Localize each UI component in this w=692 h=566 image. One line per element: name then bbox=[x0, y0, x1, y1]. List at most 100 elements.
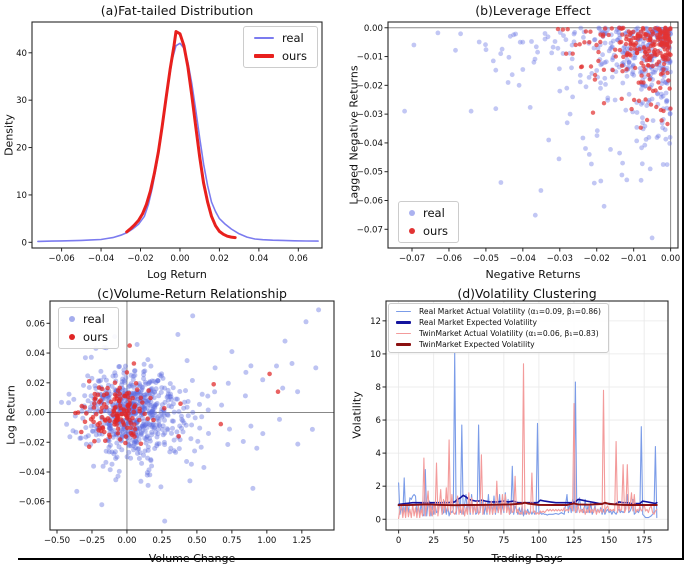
svg-text:−0.02: −0.02 bbox=[357, 81, 383, 91]
legend-label-ours: ours bbox=[83, 330, 109, 344]
svg-text:−0.03: −0.03 bbox=[547, 254, 573, 264]
svg-text:−0.01: −0.01 bbox=[620, 254, 646, 264]
svg-text:−0.05: −0.05 bbox=[357, 168, 383, 178]
svg-text:0.00: 0.00 bbox=[364, 24, 383, 34]
legend-entry-twin-actual: TwinMarket Actual Volatility (α₁=0.06, β… bbox=[396, 329, 601, 338]
legend-entry-ours: ours bbox=[409, 224, 448, 238]
legend-entry-real-expected: Real Market Expected Volatility bbox=[396, 318, 601, 327]
panel-c-ylabel: Log Return bbox=[4, 385, 18, 445]
ours-dot-swatch bbox=[69, 334, 75, 340]
svg-text:−0.05: −0.05 bbox=[473, 254, 499, 264]
svg-text:175: 175 bbox=[636, 536, 652, 546]
svg-text:0: 0 bbox=[22, 238, 27, 248]
panel-b-ylabel: Lagged Negative Returns bbox=[347, 65, 361, 205]
svg-text:0.00: 0.00 bbox=[26, 409, 45, 419]
panel-a-legend: real ours bbox=[242, 26, 318, 68]
real-actual-line-swatch bbox=[396, 310, 411, 313]
panel-b-title: (b)Leverage Effect bbox=[475, 3, 591, 18]
svg-text:8: 8 bbox=[376, 383, 381, 393]
panel-b-leverage-effect: −0.07 −0.06 −0.05 −0.04 −0.03 −0.02 −0.01 0.00 0… bbox=[346, 0, 692, 283]
real-dot-swatch bbox=[69, 316, 75, 322]
legend-label-real: real bbox=[281, 31, 304, 45]
panel-c-plot: −0.50 −0.25 0.00 0.25 0.50 0.75 1.00 1.25 −0.06 −… bbox=[19, 300, 335, 546]
svg-text:−0.04: −0.04 bbox=[88, 254, 114, 264]
panel-a-ylabel: Density bbox=[2, 114, 16, 156]
svg-text:0.25: 0.25 bbox=[152, 536, 171, 546]
real-line-swatch bbox=[253, 37, 274, 39]
real-dot-swatch bbox=[409, 210, 415, 216]
svg-text:−0.01: −0.01 bbox=[357, 53, 383, 63]
panel-b-xlabel: Negative Returns bbox=[485, 268, 581, 281]
svg-text:−0.02: −0.02 bbox=[584, 254, 610, 264]
svg-text:1.25: 1.25 bbox=[292, 536, 311, 546]
svg-text:−0.06: −0.06 bbox=[436, 254, 462, 264]
panel-b-plot: −0.07 −0.06 −0.05 −0.04 −0.03 −0.02 −0.01 0.00 0… bbox=[357, 21, 680, 264]
legend-label-real: real bbox=[83, 312, 105, 326]
legend-label-ours: ours bbox=[423, 224, 449, 238]
panel-d-plot: 0 25 50 75 100 125 150 175 0 2 4 6 8 10 12 bbox=[370, 300, 669, 546]
ours-line-swatch bbox=[253, 54, 274, 58]
legend-entry-real: real bbox=[409, 206, 448, 220]
legend-label-real: real bbox=[423, 206, 445, 220]
legend-label-twin-actual: TwinMarket Actual Volatility (α₁=0.06, β… bbox=[419, 329, 599, 338]
svg-text:25: 25 bbox=[428, 536, 439, 546]
svg-text:125: 125 bbox=[566, 536, 582, 546]
legend-label-real-actual: Real Market Actual Volatility (α₁=0.09, … bbox=[419, 307, 601, 316]
panel-b-legend: real ours bbox=[398, 201, 460, 243]
svg-text:30: 30 bbox=[16, 96, 27, 106]
panel-a-xlabel: Log Return bbox=[147, 268, 207, 281]
svg-text:0.75: 0.75 bbox=[222, 536, 241, 546]
svg-text:0.02: 0.02 bbox=[210, 254, 229, 264]
panel-a-fat-tailed-distribution: −0.06 −0.04 −0.02 0.00 0.02 0.04 0.06 0 10 20 30 40… bbox=[0, 0, 346, 283]
ours-dot-swatch bbox=[409, 228, 415, 234]
svg-text:6: 6 bbox=[376, 416, 381, 426]
panel-c-volume-return-relationship: −0.50 −0.25 0.00 0.25 0.50 0.75 1.00 1.25 −0.06 −… bbox=[0, 283, 346, 566]
svg-text:0.04: 0.04 bbox=[249, 254, 268, 264]
legend-label-ours: ours bbox=[281, 49, 307, 63]
twin-expected-line-swatch bbox=[396, 343, 411, 346]
panel-c-title: (c)Volume-Return Relationship bbox=[97, 286, 287, 301]
legend-entry-ours: ours bbox=[69, 330, 108, 344]
svg-text:0: 0 bbox=[396, 536, 401, 546]
svg-text:1.00: 1.00 bbox=[257, 536, 276, 546]
svg-text:10: 10 bbox=[370, 350, 381, 360]
svg-text:10: 10 bbox=[16, 191, 27, 201]
svg-text:−0.06: −0.06 bbox=[48, 254, 74, 264]
svg-text:−0.02: −0.02 bbox=[19, 438, 45, 448]
legend-entry-real: real bbox=[253, 31, 307, 45]
svg-text:0.06: 0.06 bbox=[26, 319, 45, 329]
svg-text:0.02: 0.02 bbox=[26, 379, 45, 389]
document-border-right bbox=[682, 0, 684, 560]
panel-c-legend: real ours bbox=[58, 307, 120, 349]
svg-text:0.50: 0.50 bbox=[187, 536, 206, 546]
svg-text:100: 100 bbox=[531, 536, 547, 546]
svg-text:−0.50: −0.50 bbox=[44, 536, 70, 546]
svg-text:−0.06: −0.06 bbox=[19, 498, 45, 508]
legend-entry-real: real bbox=[69, 312, 108, 326]
panel-d-ylabel: Volatility bbox=[350, 391, 364, 439]
svg-text:0.06: 0.06 bbox=[289, 254, 308, 264]
panel-a-title: (a)Fat-tailed Distribution bbox=[100, 3, 254, 18]
svg-text:−0.07: −0.07 bbox=[399, 254, 425, 264]
svg-text:0.00: 0.00 bbox=[170, 254, 189, 264]
real-expected-line-swatch bbox=[396, 321, 411, 324]
svg-text:0.04: 0.04 bbox=[26, 349, 45, 359]
legend-entry-ours: ours bbox=[253, 49, 307, 63]
panel-a-plot: −0.06 −0.04 −0.02 0.00 0.02 0.04 0.06 0 10 20 30 40 bbox=[16, 21, 323, 264]
svg-text:0: 0 bbox=[376, 515, 381, 525]
svg-text:−0.04: −0.04 bbox=[510, 254, 536, 264]
svg-text:−0.04: −0.04 bbox=[357, 139, 383, 149]
svg-text:4: 4 bbox=[376, 449, 381, 459]
svg-text:−0.06: −0.06 bbox=[357, 196, 383, 206]
svg-text:0.00: 0.00 bbox=[117, 536, 136, 546]
svg-text:−0.02: −0.02 bbox=[127, 254, 153, 264]
svg-text:75: 75 bbox=[498, 536, 509, 546]
legend-entry-real-actual: Real Market Actual Volatility (α₁=0.09, … bbox=[396, 307, 601, 316]
legend-entry-twin-expected: TwinMarket Expected Volatility bbox=[396, 340, 601, 349]
svg-text:−0.04: −0.04 bbox=[19, 468, 45, 478]
svg-text:150: 150 bbox=[601, 536, 617, 546]
svg-text:40: 40 bbox=[16, 49, 27, 59]
svg-text:−0.25: −0.25 bbox=[79, 536, 105, 546]
